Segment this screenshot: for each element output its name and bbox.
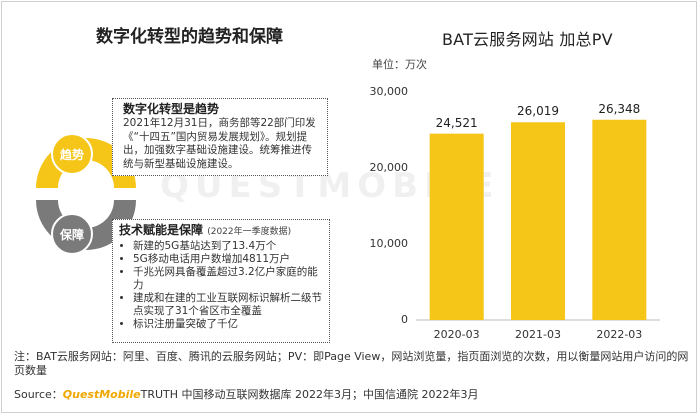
x-tick-label: 2020-03 bbox=[433, 328, 480, 341]
chart-title: BAT云服务网站 加总PV bbox=[442, 30, 613, 49]
trend-box: 数字化转型是趋势 2021年12月31日，商务部等22部门印发《“十四五”国内贸… bbox=[112, 98, 328, 176]
y-tick-label: 30,000 bbox=[369, 85, 409, 98]
data-label: 26,019 bbox=[517, 104, 559, 119]
trend-box-title: 数字化转型是趋势 bbox=[123, 102, 220, 116]
bar-2021-03 bbox=[511, 122, 565, 320]
bar-chart: 0 10,000 20,000 30,000 24,521 2020-03 26,019 20… bbox=[360, 74, 680, 354]
source-brand: QuestMobile bbox=[62, 388, 141, 401]
guarantee-label: 保障 bbox=[60, 228, 85, 242]
guarantee-bullet-list: 新建的5G基站达到了13.4万个 5G移动电话用户数增加4811万户 千兆光网具… bbox=[119, 240, 323, 331]
guarantee-box-title: 技术赋能是保障 (2022年一季度数据) bbox=[119, 223, 323, 240]
list-item: 标识注册量突破了千亿 bbox=[133, 318, 323, 331]
bar-2022-03 bbox=[592, 119, 647, 320]
source-rest: TRUTH 中国移动互联网数据库 2022年3月；中国信通院 2022年3月 bbox=[140, 388, 479, 401]
bar-2020-03 bbox=[429, 133, 484, 320]
cycle-diagram: 趋势 保障 bbox=[26, 126, 146, 266]
chart-unit: 单位：万次 bbox=[372, 58, 427, 71]
list-item: 5G移动电话用户数增加4811万户 bbox=[133, 253, 323, 266]
guarantee-node bbox=[51, 213, 93, 255]
chart-svg bbox=[416, 119, 660, 321]
source-prefix: Source： bbox=[14, 388, 63, 401]
x-tick-label: 2021-03 bbox=[515, 328, 561, 341]
list-item: 新建的5G基站达到了13.4万个 bbox=[133, 240, 323, 253]
footnote: 注：BAT云服务网站：阿里、百度、腾讯的云服务网站；PV：即Page View，… bbox=[14, 350, 689, 377]
y-tick-label: 20,000 bbox=[369, 161, 409, 174]
data-label: 24,521 bbox=[435, 115, 478, 130]
source-line: Source：QuestMobileTRUTH 中国移动互联网数据库 2022年… bbox=[14, 386, 479, 402]
trend-label: 趋势 bbox=[60, 148, 85, 162]
trend-box-body: 2021年12月31日，商务部等22部门印发《“十四五”国内贸易发展规划》。规划… bbox=[123, 117, 316, 170]
x-tick-label: 2022-03 bbox=[596, 328, 643, 341]
left-title: 数字化转型的趋势和保障 bbox=[96, 27, 283, 47]
y-tick-label: 10,000 bbox=[369, 237, 409, 250]
y-tick-label: 0 bbox=[401, 313, 408, 326]
guarantee-box: 技术赋能是保障 (2022年一季度数据) 新建的5G基站达到了13.4万个 5G… bbox=[112, 219, 330, 343]
guarantee-box-title-note: (2022年一季度数据) bbox=[207, 227, 292, 237]
list-item: 千兆光网具备覆盖超过3.2亿户家庭的能力 bbox=[133, 266, 323, 292]
data-label: 26,348 bbox=[598, 101, 641, 116]
guarantee-box-title-text: 技术赋能是保障 bbox=[119, 223, 204, 237]
list-item: 建成和在建的工业互联网标识解析二级节点实现了31个省区市全覆盖 bbox=[133, 292, 323, 318]
trend-node bbox=[51, 133, 93, 175]
